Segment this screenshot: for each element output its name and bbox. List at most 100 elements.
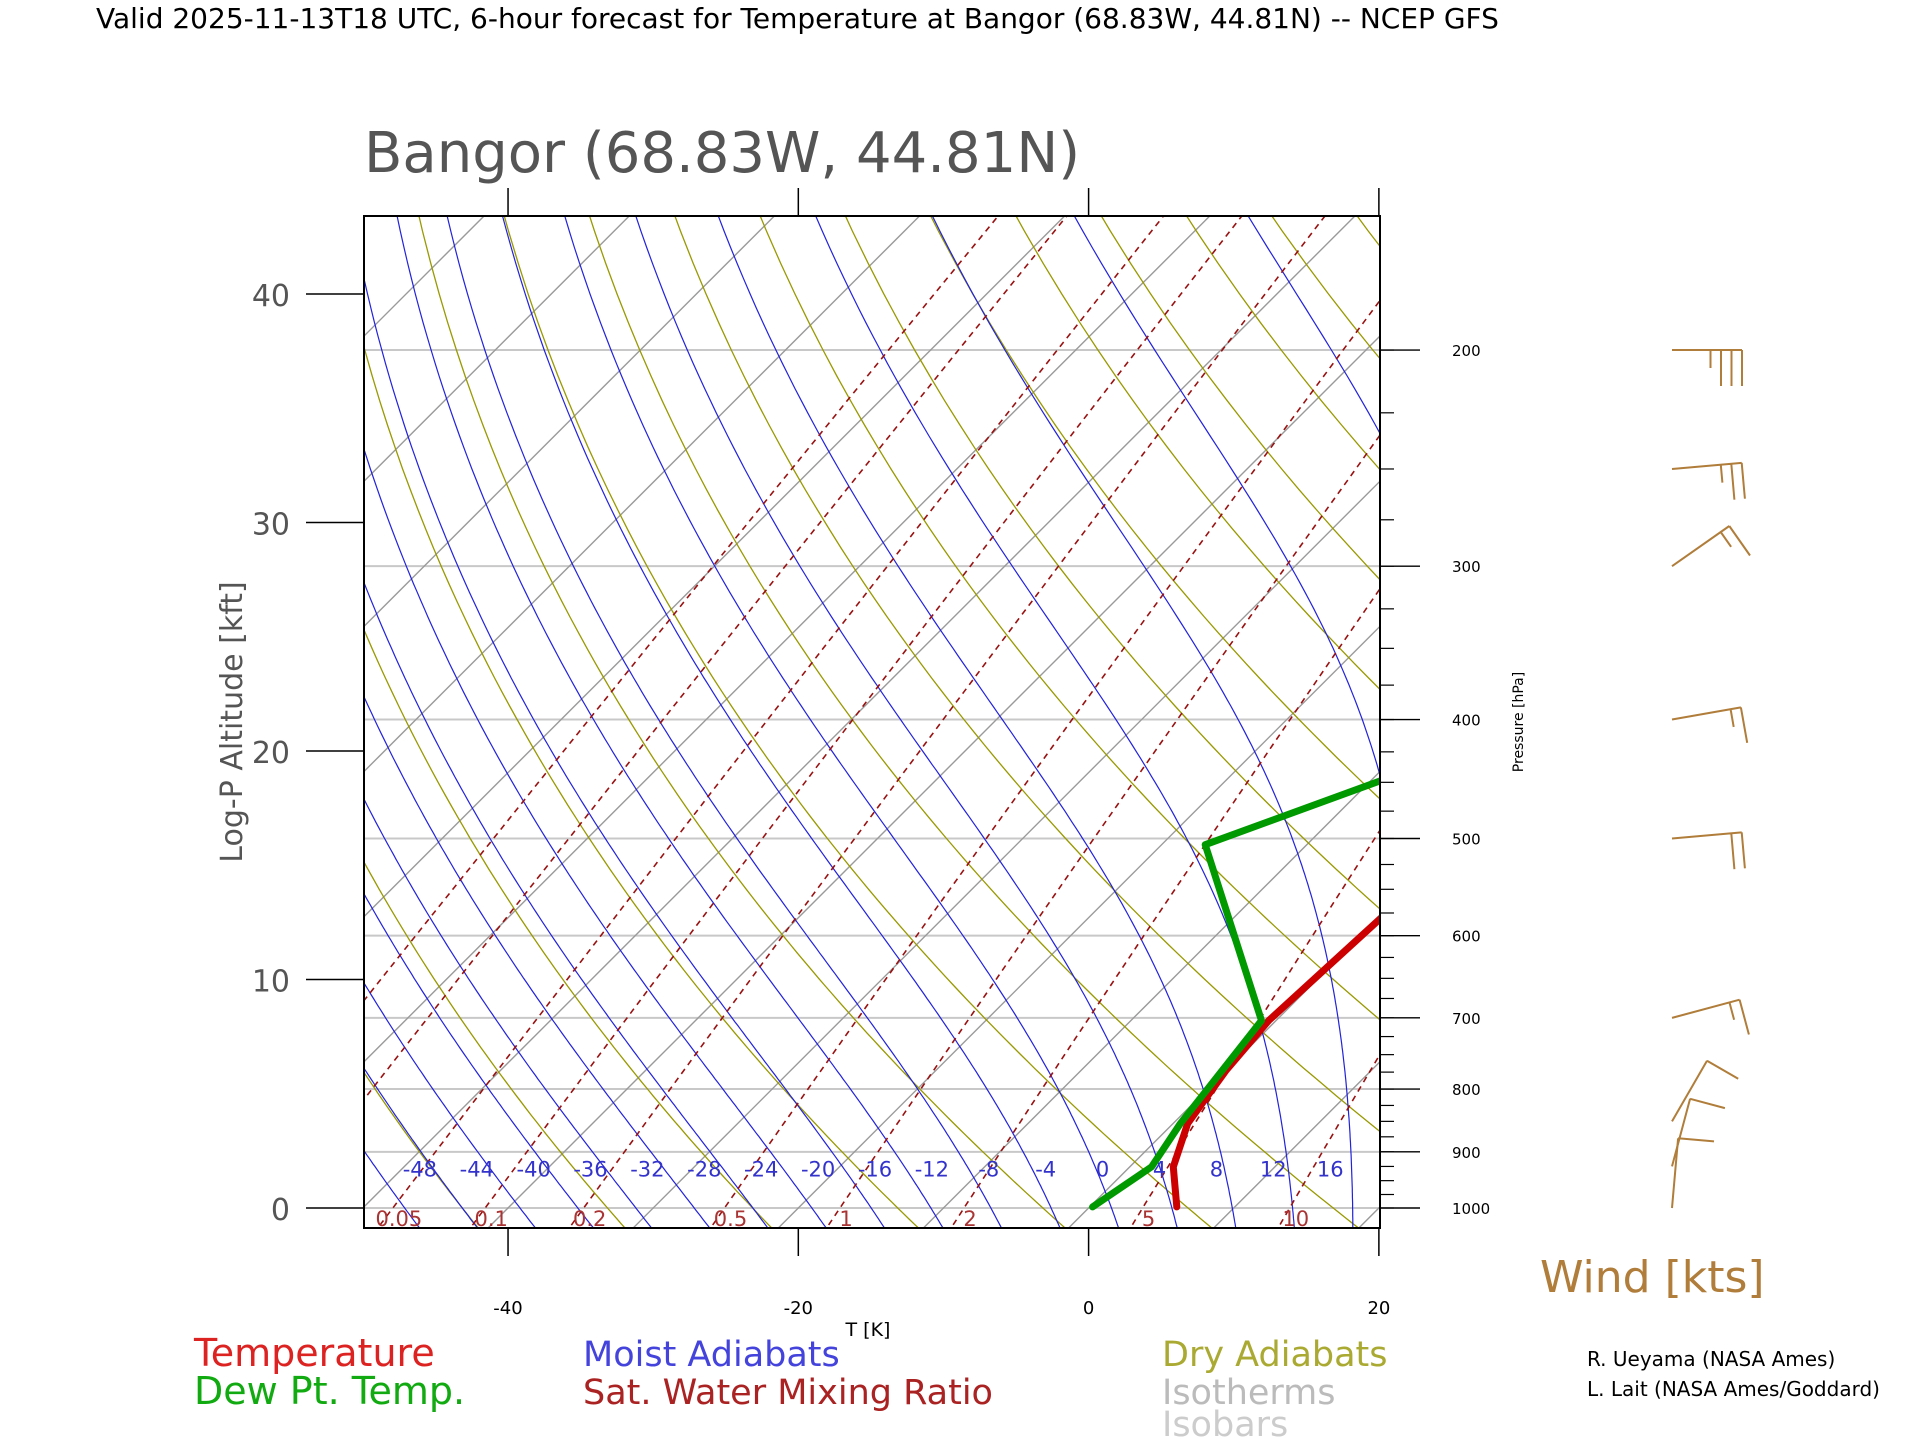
isotherm-line [0,216,194,1228]
moist-adiabat-label: -40 [517,1157,551,1181]
dry-adiabat-line [1512,197,1920,1234]
legend-mixing-ratio: Sat. Water Mixing Ratio [583,1373,993,1413]
mixing-ratio-line [950,587,1380,1228]
dry-adiabat-line [1100,216,1380,581]
moist-adiabat-label: 12 [1260,1157,1287,1181]
dry-adiabat-line [1015,216,1380,691]
y-tick-label: 0 [271,1193,290,1228]
y-tick-label: 20 [252,736,290,771]
valid-time-header: Valid 2025-11-13T18 UTC, 6-hour forecast… [96,2,1499,35]
dry-adiabat-line [759,216,1380,1021]
dry-adiabat-line [930,216,1380,800]
mixing-ratio-line [1277,1052,1380,1228]
moist-adiabat-line [446,216,1003,1228]
isotherm-line [487,335,1380,1228]
dry-adiabat-line [418,216,1067,1228]
pressure-tick-label: 200 [1452,342,1481,360]
mixing-ratio-label: 1 [839,1207,852,1231]
mixing-ratio-lines [364,197,1920,1234]
isotherms [0,216,1920,1228]
moist-adiabat-line [717,216,1237,1228]
mixing-ratio-line [376,216,1165,1228]
x-axis-title: T [K] [845,1319,891,1341]
isotherm-line [1213,1060,1380,1228]
plot-frame [363,215,1381,1229]
y-tick-label: 30 [252,508,290,543]
moist-adiabat-line [17,197,366,1234]
dewpoint-profile [1089,777,1380,1211]
legend-dewpoint: Dew Pt. Temp. [194,1369,465,1413]
dry-adiabat-line [1271,216,1380,360]
moist-adiabat-label: -20 [801,1157,835,1181]
dry-adiabat-line [1765,197,1920,1234]
moist-adiabat-line [364,892,595,1228]
chart-title: Bangor (68.83W, 44.81N) [364,121,1080,186]
moist-adiabat-label: -32 [630,1157,664,1181]
dry-adiabat-line [503,216,1213,1228]
isotherm-line [0,216,49,1228]
moist-adiabat-line [364,1067,479,1228]
moist-adiabat-line [931,216,1354,1228]
isotherm-line [364,216,630,483]
credit-line-1: R. Ueyama (NASA Ames) [1587,1347,1835,1371]
mixing-ratio-line [568,216,1326,1228]
moist-adiabat-line [364,447,827,1228]
moist-adiabat-line [364,581,769,1228]
isotherm-line [0,216,339,1228]
wind-label: Wind [kts] [1540,1252,1765,1303]
isotherm-line [364,216,1066,918]
wind-barbs [1671,349,1751,1209]
x-tick-label: -40 [493,1298,522,1319]
dry-adiabat-line [674,216,1380,1133]
mixing-ratio-line [1433,197,1920,1234]
isotherm-line [364,216,1356,1208]
y2-axis-title: Pressure [hPa] [1511,672,1527,772]
moist-adiabat-label: -12 [915,1157,949,1181]
x-tick-label: -20 [784,1298,813,1319]
dry-adiabat-line [0,197,336,1234]
legend: Temperature Dew Pt. Temp. Moist Adiabats… [193,1331,1388,1440]
legend-isobars: Isobars [1162,1405,1288,1440]
dry-adiabat-line [364,628,773,1228]
moist-adiabat-line [564,216,1120,1228]
moist-adiabat-label: -48 [403,1157,437,1181]
x-tick-label: 0 [1083,1298,1094,1319]
isotherm-line [364,216,775,628]
wind-barb [1671,1137,1715,1209]
isotherm-line [1358,1205,1380,1228]
pressure-tick-label: 400 [1452,712,1481,730]
moist-adiabat-label: 16 [1317,1157,1344,1181]
wind-barb [1671,1097,1726,1167]
wind-barb [1671,525,1751,568]
dry-adiabat-line [364,1071,480,1228]
legend-moist-adiabats: Moist Adiabats [583,1335,840,1375]
dry-adiabat-line [1681,197,1920,1234]
mixing-ratio-line [469,216,1243,1228]
pressure-tick-label: 1000 [1452,1200,1490,1218]
wind-barb [1671,706,1749,743]
y-tick-label: 40 [252,279,290,314]
dry-adiabat-line [1356,216,1380,248]
moist-adiabat-line [635,216,1178,1228]
moist-adiabat-line [364,981,537,1228]
isotherm-line [1649,216,1920,1228]
mixing-ratio-label: 5 [1142,1207,1155,1231]
temperature-profile [1169,914,1380,1211]
mixing-ratio-line [709,299,1380,1228]
moist-adiabat-label: -44 [460,1157,494,1181]
background-lines [0,197,1920,1234]
moist-adiabat-label: -36 [573,1157,607,1181]
legend-dry-adiabats: Dry Adiabats [1162,1335,1388,1375]
moist-adiabats [17,197,1380,1234]
isotherm-line [632,480,1380,1228]
mixing-ratio-line [364,216,1068,1101]
pressure-tick-label: 800 [1452,1081,1481,1099]
moist-adiabat-label: 8 [1210,1157,1223,1181]
dry-adiabats [0,197,1920,1234]
pressure-tick-label: 900 [1452,1144,1481,1162]
pressure-tick-label: 500 [1452,831,1481,849]
isotherm-line [1068,915,1380,1228]
isotherm-line [1504,216,1920,1228]
dry-adiabat-line [844,216,1380,910]
